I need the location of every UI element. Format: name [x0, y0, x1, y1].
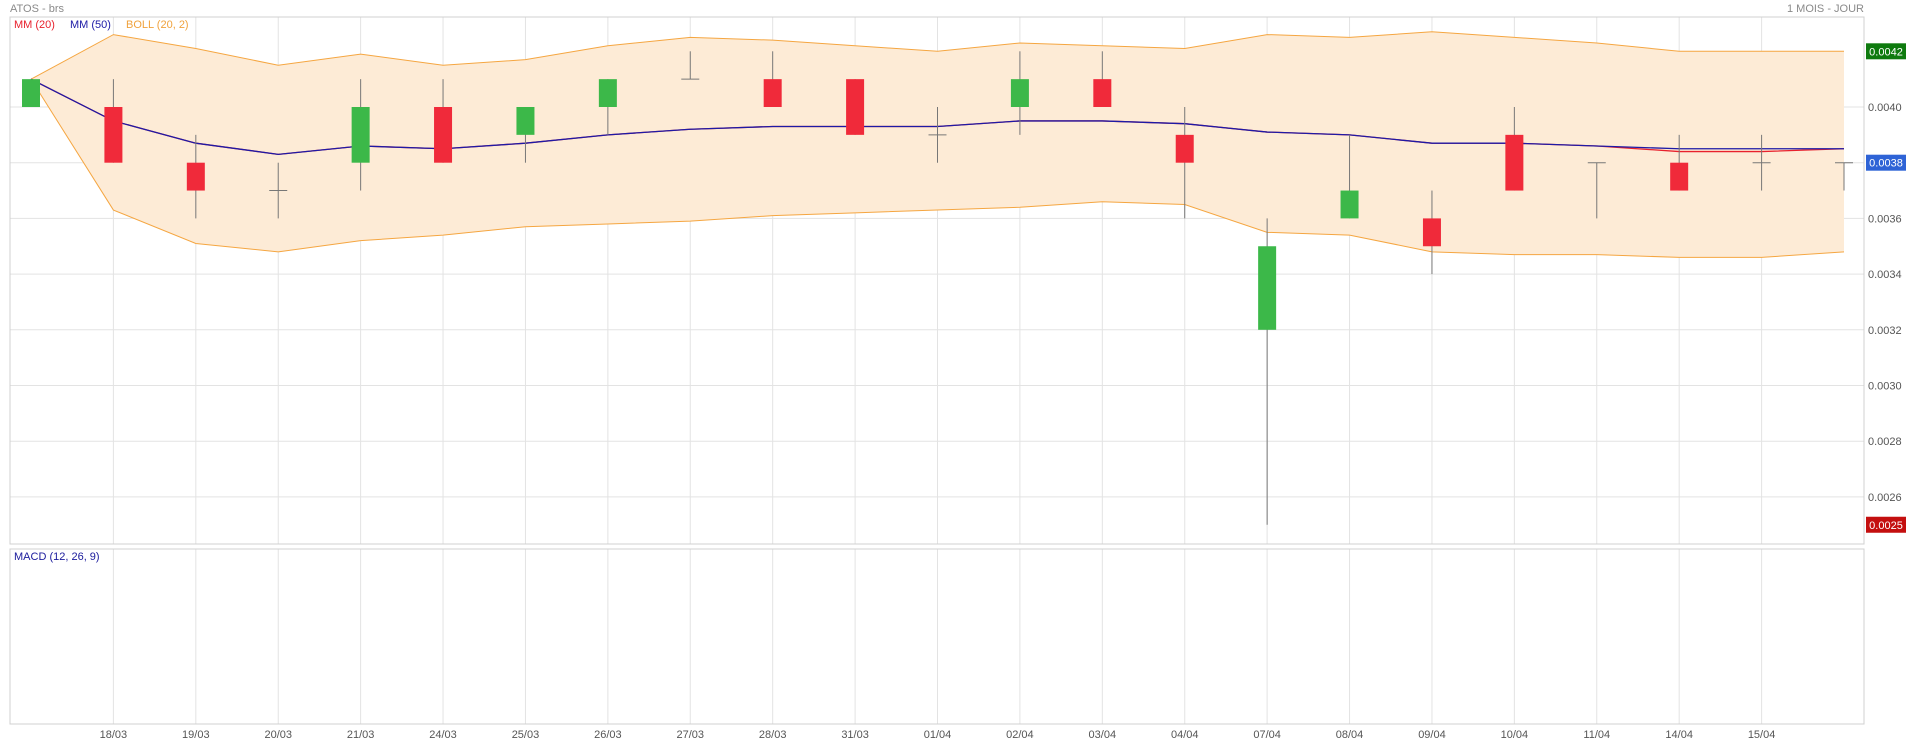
- candle: [434, 79, 453, 163]
- y-tick-label: 0.0040: [1868, 102, 1902, 114]
- legend-ma20[interactable]: MM (20): [14, 19, 55, 31]
- y-tick-label: 0.0032: [1868, 325, 1902, 337]
- x-tick-label: 04/04: [1171, 729, 1199, 741]
- candle-body: [1422, 218, 1441, 247]
- candle-body: [1505, 134, 1524, 191]
- instrument-title: ATOS - brs: [10, 3, 64, 15]
- macd-label: MACD (12, 26, 9): [14, 551, 100, 563]
- candle-body: [1093, 79, 1112, 107]
- x-tick-label: 11/04: [1583, 729, 1610, 741]
- y-tick-label: 0.0036: [1868, 213, 1902, 225]
- legend-boll[interactable]: BOLL (20, 2): [126, 19, 189, 31]
- candle: [351, 79, 370, 191]
- x-tick-label: 31/03: [841, 729, 869, 741]
- candle: [186, 134, 205, 219]
- candle-body: [22, 79, 40, 107]
- period-selector[interactable]: 1 MOIS - JOUR: [1786, 3, 1864, 15]
- x-tick-label: 01/04: [924, 729, 952, 741]
- candle: [1093, 51, 1112, 107]
- y-tick-label: 0.0028: [1868, 436, 1902, 448]
- y-tick-label: 0.0034: [1868, 269, 1902, 281]
- candle-body: [104, 107, 123, 163]
- x-tick-label: 02/04: [1006, 729, 1034, 741]
- candle: [598, 79, 617, 135]
- boll-upper-line: [30, 31, 1844, 80]
- x-tick-label: 03/04: [1089, 729, 1117, 741]
- x-tick-label: 19/03: [182, 729, 210, 741]
- candle: [22, 79, 40, 107]
- candle-body: [186, 162, 205, 191]
- price-tag-label: 0.0042: [1869, 46, 1903, 58]
- x-tick-label: 27/03: [677, 729, 705, 741]
- candle-body: [1258, 246, 1277, 330]
- price-tag-box: [1866, 154, 1906, 171]
- price-tag-label: 0.0038: [1869, 158, 1903, 170]
- candle-body: [516, 107, 535, 135]
- candle: [1670, 134, 1689, 191]
- candle: [1505, 107, 1524, 191]
- candle: [1175, 107, 1194, 219]
- x-tick-label: 18/03: [100, 729, 128, 741]
- price-tag-box: [1866, 43, 1906, 60]
- candle: [681, 51, 700, 80]
- x-tick-label: 26/03: [594, 729, 622, 741]
- x-tick-label: 28/03: [759, 729, 787, 741]
- candle: [1422, 190, 1441, 275]
- candle: [1752, 134, 1771, 191]
- panel-frames: [9, 16, 1865, 725]
- x-tick-label: 15/04: [1748, 729, 1776, 741]
- candle: [1587, 162, 1606, 219]
- candle: [1010, 51, 1029, 135]
- x-tick-label: 14/04: [1665, 729, 1693, 741]
- x-tick-label: 21/03: [347, 729, 375, 741]
- x-axis: 18/03 19/03 20/03 21/03 24/03 25/03 26/03 27/03…: [100, 729, 1776, 741]
- candle-body: [351, 107, 370, 163]
- macd-panel-frame: [9, 548, 1865, 725]
- candle-body: [846, 79, 865, 135]
- candle-body: [1010, 79, 1029, 107]
- x-tick-label: 24/03: [429, 729, 457, 741]
- candle-body: [763, 79, 782, 107]
- candle-body: [1175, 134, 1194, 163]
- price-tag-box: [1866, 516, 1906, 533]
- candle-body: [598, 79, 617, 107]
- legend-ma50[interactable]: MM (50): [70, 19, 111, 31]
- candlesticks: [22, 51, 1853, 525]
- candle: [269, 162, 288, 219]
- x-tick-label: 25/03: [512, 729, 540, 741]
- x-tick-label: 07/04: [1253, 729, 1281, 741]
- price-tag-label: 0.0025: [1869, 520, 1903, 532]
- indicator-legend: MM (20) MM (50) BOLL (20, 2): [14, 19, 201, 31]
- x-tick-label: 20/03: [264, 729, 292, 741]
- candle-body: [434, 107, 453, 163]
- candle: [846, 79, 865, 135]
- y-tick-label: 0.0026: [1868, 492, 1902, 504]
- candle-body: [1670, 162, 1689, 191]
- candle: [928, 107, 947, 163]
- price-tags: 0.0042 0.0038 0.0025: [1866, 43, 1906, 533]
- boll-lower-line: [30, 78, 1845, 258]
- x-tick-label: 10/04: [1501, 729, 1529, 741]
- candle: [516, 107, 535, 163]
- candle: [104, 79, 123, 163]
- price-panel-frame: [9, 16, 1865, 545]
- candle: [1340, 134, 1359, 219]
- candle-body: [1340, 190, 1359, 219]
- x-tick-label: 08/04: [1336, 729, 1364, 741]
- candle: [1835, 162, 1853, 191]
- candle: [763, 51, 782, 107]
- x-tick-label: 09/04: [1418, 729, 1446, 741]
- candle: [1258, 218, 1277, 525]
- y-tick-label: 0.0030: [1868, 381, 1902, 393]
